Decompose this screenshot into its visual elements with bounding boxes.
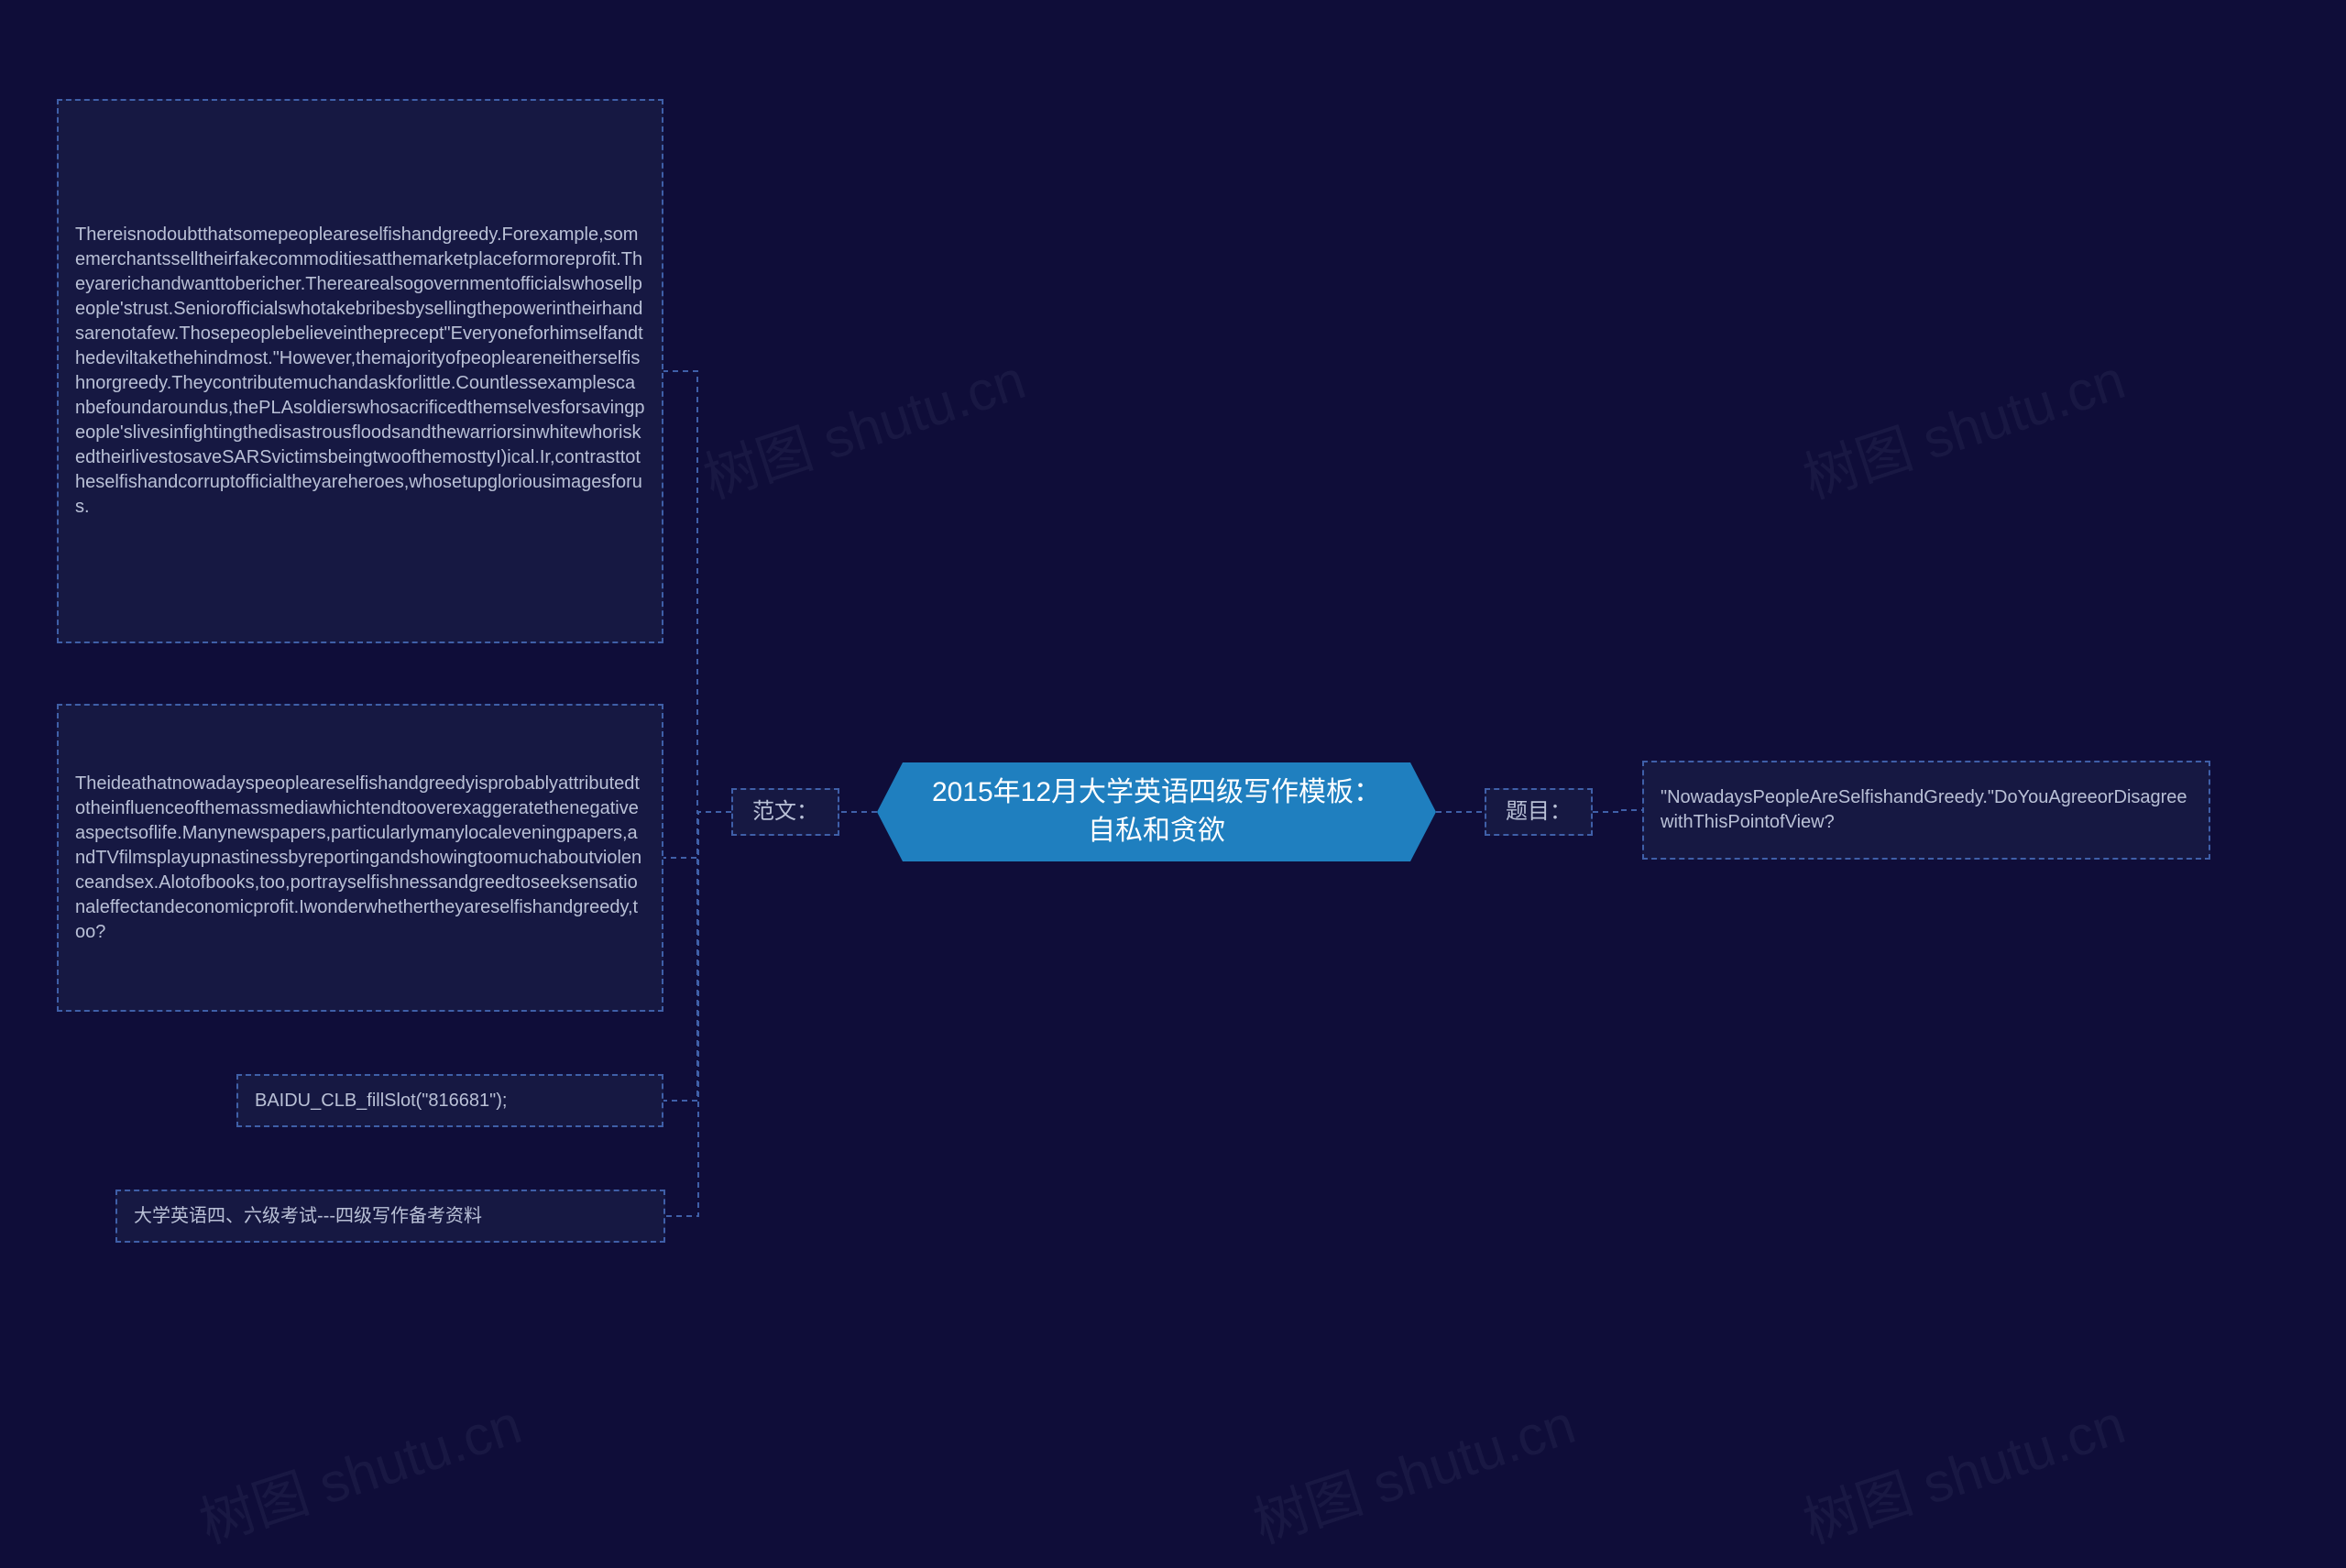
node-leaf_fw2[interactable]: Theideathatnowadayspeopleareselfishandgr…: [57, 704, 663, 1012]
node-leaf_timu[interactable]: "NowadaysPeopleAreSelfishandGreedy."DoYo…: [1642, 761, 2210, 860]
node-fanwen[interactable]: 范文：: [731, 788, 839, 836]
node-text-timu: 题目：: [1486, 790, 1591, 834]
node-text-leaf_fw3: BAIDU_CLB_fillSlot("816681");: [238, 1076, 662, 1125]
node-text-center: 2015年12月大学英语四级写作模板：自私和贪欲: [903, 762, 1410, 861]
mindmap-canvas: 树图 shutu.cn 树图 shutu.cn 树图 shutu.cn 树图 shut…: [0, 0, 2346, 1568]
watermark: 树图 shutu.cn: [1792, 335, 2133, 514]
node-text-leaf_fw4: 大学英语四、六级考试---四级写作备考资料: [117, 1191, 663, 1241]
node-text-fanwen: 范文：: [733, 790, 838, 834]
edge-timu-leaf_timu: [1593, 810, 1642, 812]
node-center[interactable]: 2015年12月大学英语四级写作模板：自私和贪欲: [903, 762, 1410, 861]
node-leaf_fw3[interactable]: BAIDU_CLB_fillSlot("816681");: [236, 1074, 663, 1127]
node-leaf_fw1[interactable]: Thereisnodoubtthatsomepeopleareselfishan…: [57, 99, 663, 643]
node-text-leaf_fw2: Theideathatnowadayspeopleareselfishandgr…: [59, 706, 662, 1010]
watermark: 树图 shutu.cn: [188, 1380, 530, 1559]
node-text-leaf_fw1: Thereisnodoubtthatsomepeopleareselfishan…: [59, 101, 662, 641]
watermark: 树图 shutu.cn: [692, 335, 1034, 514]
watermark: 树图 shutu.cn: [1242, 1380, 1584, 1559]
watermark: 树图 shutu.cn: [1792, 1380, 2133, 1559]
edge-fanwen-leaf_fw3: [663, 812, 731, 1101]
node-text-leaf_timu: "NowadaysPeopleAreSelfishandGreedy."DoYo…: [1644, 762, 2209, 858]
edge-fanwen-leaf_fw2: [663, 812, 731, 858]
node-leaf_fw4[interactable]: 大学英语四、六级考试---四级写作备考资料: [115, 1190, 665, 1243]
edge-fanwen-leaf_fw4: [665, 812, 731, 1216]
edge-fanwen-leaf_fw1: [663, 371, 731, 812]
node-timu[interactable]: 题目：: [1485, 788, 1593, 836]
